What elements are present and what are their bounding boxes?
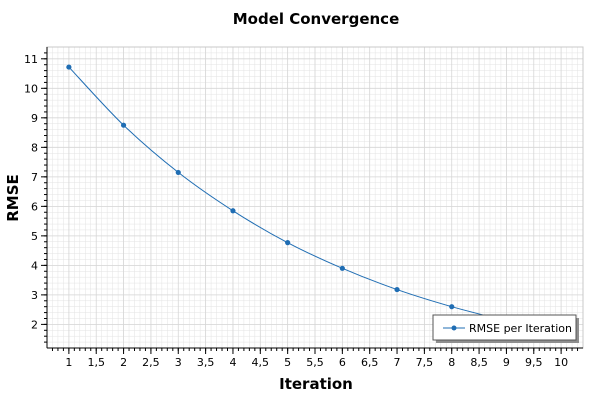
y-tick-label: 3 <box>31 289 38 302</box>
legend-label: RMSE per Iteration <box>469 322 572 335</box>
data-point <box>66 64 72 70</box>
grid-layer <box>47 47 583 348</box>
y-tick-label: 10 <box>24 82 38 95</box>
y-tick-label: 6 <box>31 200 38 213</box>
x-tick-label: 8,5 <box>470 356 488 369</box>
series-line <box>68 66 507 322</box>
x-tick-label: 9 <box>503 356 510 369</box>
y-tick-label: 8 <box>31 141 38 154</box>
x-tick-label: 1,5 <box>87 356 105 369</box>
x-tick-label: 5 <box>284 356 291 369</box>
x-tick-label: 8 <box>448 356 455 369</box>
series-layer <box>66 64 510 324</box>
x-tick-label: 3,5 <box>197 356 215 369</box>
x-tick-label: 4 <box>229 356 236 369</box>
y-axis-title: RMSE <box>4 174 22 222</box>
chart-title: Model Convergence <box>233 10 400 28</box>
data-point <box>285 240 291 246</box>
x-tick-label: 6 <box>339 356 346 369</box>
legend: RMSE per Iteration <box>432 314 579 343</box>
y-tick-label: 4 <box>31 259 38 272</box>
y-tick-label: 5 <box>31 230 38 243</box>
x-tick-label: 1 <box>65 356 72 369</box>
x-tick-label: 9,5 <box>525 356 543 369</box>
y-tick-label: 9 <box>31 112 38 125</box>
x-tick-label: 5,5 <box>306 356 324 369</box>
data-point <box>449 304 455 310</box>
data-point <box>339 265 345 271</box>
x-tick-label: 10 <box>554 356 568 369</box>
y-tick-label: 7 <box>31 171 38 184</box>
y-tick-label: 11 <box>24 53 38 66</box>
x-axis-title: Iteration <box>279 375 353 393</box>
x-tick-label: 7,5 <box>416 356 434 369</box>
data-point <box>120 122 127 128</box>
x-tick-label: 6,5 <box>361 356 379 369</box>
x-tick-label: 3 <box>175 356 182 369</box>
x-tick-label: 7 <box>394 356 401 369</box>
axis-layer: 1 1,5 2 2,5 3 3,5 4 4,5 5 5,5 6 6,5 7 7,5 8 8,5 9 9,5 10 2 3… <box>24 47 583 369</box>
data-point <box>394 286 400 293</box>
data-point <box>175 169 181 176</box>
x-tick-label: 2 <box>120 356 127 369</box>
legend-marker-swatch <box>451 325 457 331</box>
data-point <box>230 208 236 214</box>
x-tick-label: 2,5 <box>142 356 160 369</box>
x-tick-label: 4,5 <box>252 356 270 369</box>
y-tick-label: 2 <box>31 318 38 331</box>
